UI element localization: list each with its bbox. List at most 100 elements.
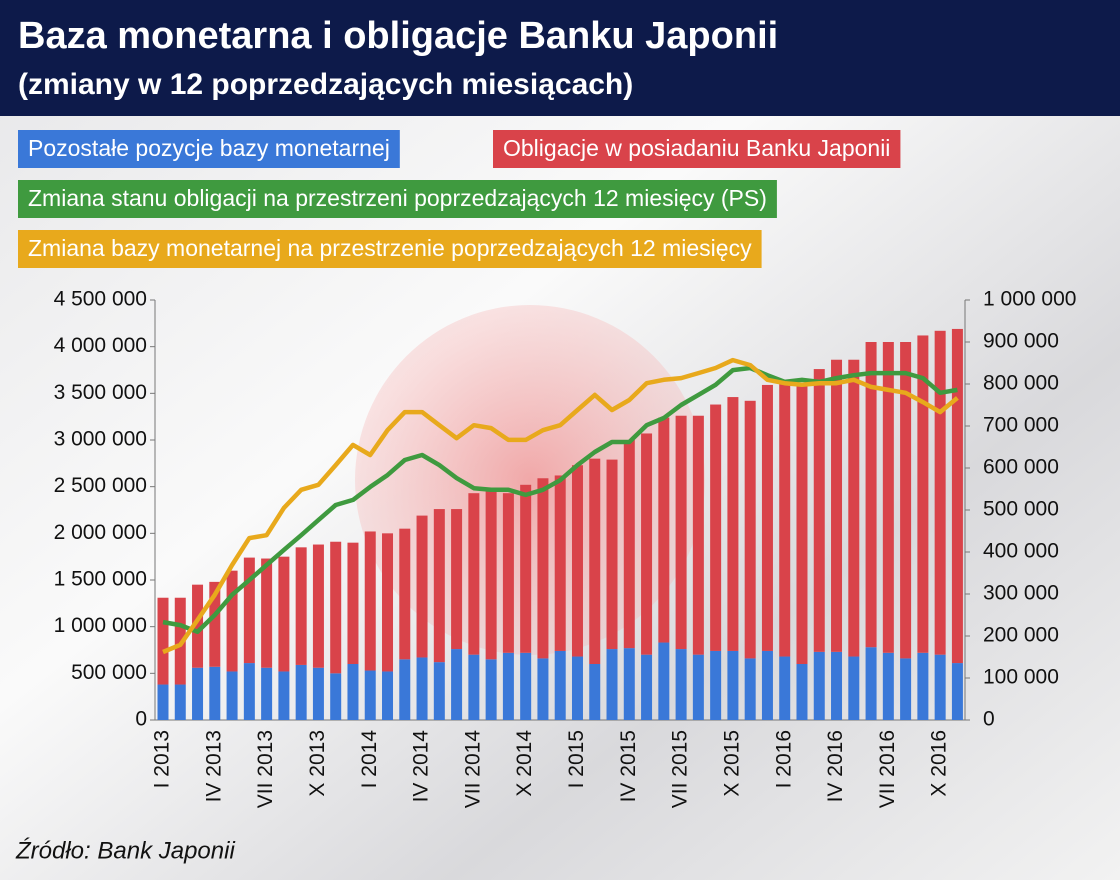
bar xyxy=(589,458,601,664)
bar xyxy=(209,581,221,667)
bar xyxy=(865,647,877,720)
legend-box xyxy=(18,130,400,168)
bar xyxy=(710,650,722,720)
y2-tick-label: 800 000 xyxy=(983,372,1059,395)
source: Źródło: Bank Japonii xyxy=(15,837,235,864)
bar xyxy=(312,544,324,668)
bar xyxy=(485,490,497,660)
bar xyxy=(641,433,653,655)
bar xyxy=(917,335,929,653)
x-tick-label: IV 2014 xyxy=(410,730,433,803)
bar xyxy=(278,671,290,720)
bar xyxy=(675,415,687,650)
y2-tick-label: 400 000 xyxy=(983,540,1059,563)
bar xyxy=(226,570,238,672)
bar xyxy=(658,417,670,643)
bar xyxy=(261,667,273,720)
legend-item: Zmiana stanu obligacji na przestrzeni po… xyxy=(18,180,777,218)
bar xyxy=(623,440,635,649)
bar xyxy=(623,648,635,720)
bar xyxy=(917,652,929,720)
bar xyxy=(934,654,946,720)
bar xyxy=(364,670,376,720)
y2-tick-label: 200 000 xyxy=(983,624,1059,647)
bar xyxy=(571,465,583,657)
bar xyxy=(502,493,514,653)
x-tick-label: IV 2016 xyxy=(824,730,847,802)
x-tick-label: IV 2015 xyxy=(617,730,640,802)
y2-tick-label: 0 xyxy=(983,708,995,731)
y2-tick-label: 100 000 xyxy=(983,666,1059,689)
bar xyxy=(554,650,566,720)
y-tick-label: 500 000 xyxy=(71,661,147,684)
y2-tick-label: 900 000 xyxy=(983,330,1059,353)
bar xyxy=(416,515,428,658)
bar xyxy=(796,384,808,664)
legend-box xyxy=(493,130,901,168)
line xyxy=(162,357,959,655)
bar xyxy=(554,475,566,651)
bar xyxy=(192,667,204,720)
bar xyxy=(589,664,601,720)
header xyxy=(0,0,1120,116)
bar xyxy=(451,649,463,720)
bar xyxy=(416,657,428,720)
bar xyxy=(485,659,497,720)
bar xyxy=(520,484,532,653)
chart-title: Baza monetarna i obligacje Banku Japonii xyxy=(18,15,778,57)
bar xyxy=(243,557,255,664)
y-tick-label: 1 500 000 xyxy=(54,568,147,591)
bar xyxy=(951,328,963,664)
bar xyxy=(761,384,773,651)
bar xyxy=(779,382,791,657)
legend-item: Pozostałe pozycje bazy monetarnej xyxy=(18,130,400,168)
x-tick-label: VII 2016 xyxy=(876,730,899,808)
y2-tick-label: 500 000 xyxy=(983,498,1059,521)
bar xyxy=(347,542,359,664)
bar xyxy=(606,459,618,650)
y-tick-label: 4 500 000 xyxy=(54,288,147,311)
chart-subtitle: (zmiany w 12 poprzedzających miesiącach) xyxy=(18,68,633,101)
bar xyxy=(831,651,843,720)
bar xyxy=(865,342,877,648)
bar xyxy=(779,656,791,720)
bar xyxy=(347,664,359,720)
legend-label: Zmiana bazy monetarnej na przestrzenie p… xyxy=(28,235,752,261)
x-tick-label: VII 2014 xyxy=(461,730,484,809)
legend-label: Zmiana stanu obligacji na przestrzeni po… xyxy=(28,185,767,211)
y2-tick-label: 700 000 xyxy=(983,414,1059,437)
y-tick-label: 1 000 000 xyxy=(54,614,147,637)
x-tick-label: VII 2013 xyxy=(254,730,277,808)
bar xyxy=(174,684,186,720)
bar xyxy=(831,359,843,652)
x-tick-label: VII 2015 xyxy=(669,730,692,808)
bar xyxy=(226,671,238,720)
legend-label: Pozostałe pozycje bazy monetarnej xyxy=(28,135,390,161)
x-tick-label: X 2016 xyxy=(928,730,951,797)
bar xyxy=(641,654,653,720)
bar xyxy=(882,652,894,720)
y-tick-label: 4 000 000 xyxy=(54,334,147,357)
y-tick-label: 2 500 000 xyxy=(54,474,147,497)
bar xyxy=(192,584,204,668)
x-tick-label: IV 2013 xyxy=(202,730,225,802)
bar xyxy=(468,493,480,655)
bar xyxy=(606,649,618,720)
bar xyxy=(451,509,463,650)
bar xyxy=(813,369,825,652)
bar xyxy=(468,654,480,720)
bar xyxy=(157,597,169,685)
bar xyxy=(157,684,169,720)
bar xyxy=(243,663,255,720)
x-tick-label: X 2015 xyxy=(720,730,743,797)
bar xyxy=(900,658,912,720)
y-tick-label: 0 xyxy=(135,708,147,731)
y-tick-label: 3 500 000 xyxy=(54,381,147,404)
bar xyxy=(934,330,946,655)
bar xyxy=(382,671,394,720)
bar xyxy=(261,558,273,668)
bar xyxy=(675,649,687,720)
bar xyxy=(692,654,704,720)
x-tick-label: I 2015 xyxy=(565,730,588,788)
bar xyxy=(900,342,912,659)
